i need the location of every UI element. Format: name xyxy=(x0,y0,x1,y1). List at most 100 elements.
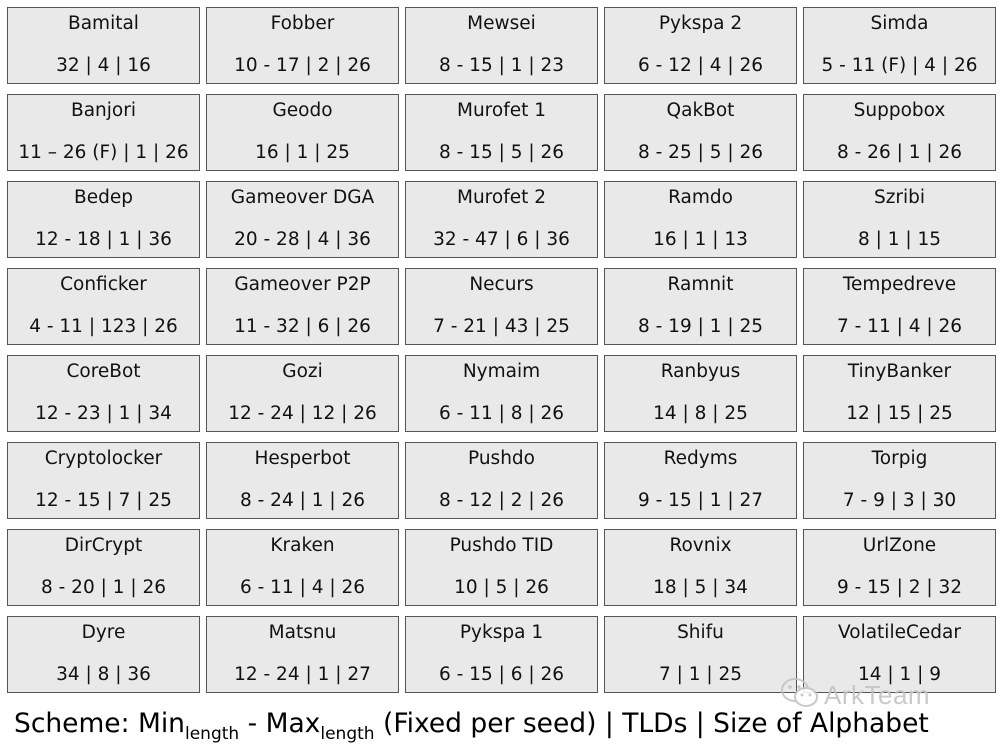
scheme-middle: - Max xyxy=(239,708,321,739)
dga-family-name: Murofet 2 xyxy=(456,187,546,208)
dga-family-cell: VolatileCedar 14 | 1 | 9 xyxy=(803,616,996,693)
dga-family-cell: Dyre 34 | 8 | 36 xyxy=(7,616,200,693)
watermark: ArkTeam xyxy=(780,676,930,714)
dga-family-cell: CoreBot 12 - 23 | 1 | 34 xyxy=(7,355,200,432)
dga-family-name: Nymaim xyxy=(462,361,541,382)
dga-family-cell: Gameover DGA 20 - 28 | 4 | 36 xyxy=(206,181,399,258)
dga-family-cell: Fobber 10 - 17 | 2 | 26 xyxy=(206,7,399,84)
dga-family-cell: Conficker 4 - 11 | 123 | 26 xyxy=(7,268,200,345)
dga-family-cell: Geodo 16 | 1 | 25 xyxy=(206,94,399,171)
dga-family-cell: TinyBanker 12 | 15 | 25 xyxy=(803,355,996,432)
dga-family-params: 14 | 8 | 25 xyxy=(653,403,748,424)
dga-family-cell: Ranbyus 14 | 8 | 25 xyxy=(604,355,797,432)
dga-family-cell: Murofet 1 8 - 15 | 5 | 26 xyxy=(405,94,598,171)
dga-family-params: 6 - 11 | 4 | 26 xyxy=(239,577,366,598)
dga-family-params: 6 - 12 | 4 | 26 xyxy=(637,55,764,76)
dga-family-params: 12 - 23 | 1 | 34 xyxy=(35,403,172,424)
dga-family-cell: Hesperbot 8 - 24 | 1 | 26 xyxy=(206,442,399,519)
dga-family-cell: Matsnu 12 - 24 | 1 | 27 xyxy=(206,616,399,693)
dga-family-name: CoreBot xyxy=(66,361,141,382)
dga-family-name: Gozi xyxy=(282,361,323,382)
dga-family-params: 14 | 1 | 9 xyxy=(857,664,942,685)
dga-family-cell: Pykspa 2 6 - 12 | 4 | 26 xyxy=(604,7,797,84)
dga-family-name: UrlZone xyxy=(862,535,937,556)
dga-family-name: Gameover P2P xyxy=(234,274,371,295)
dga-family-cell: Tempedreve 7 - 11 | 4 | 26 xyxy=(803,268,996,345)
dga-family-name: VolatileCedar xyxy=(838,622,961,643)
dga-family-params: 7 - 11 | 4 | 26 xyxy=(836,316,963,337)
dga-family-name: TinyBanker xyxy=(847,361,952,382)
dga-family-cell: Pushdo TID 10 | 5 | 26 xyxy=(405,529,598,606)
dga-family-params: 10 | 5 | 26 xyxy=(454,577,549,598)
dga-family-params: 8 - 20 | 1 | 26 xyxy=(40,577,167,598)
dga-family-cell: QakBot 8 - 25 | 5 | 26 xyxy=(604,94,797,171)
dga-family-cell: Suppobox 8 - 26 | 1 | 26 xyxy=(803,94,996,171)
dga-family-params: 12 - 24 | 12 | 26 xyxy=(228,403,377,424)
scheme-subscript-min: length xyxy=(184,724,240,744)
dga-family-params: 20 - 28 | 4 | 36 xyxy=(234,229,371,250)
wechat-logo-icon xyxy=(780,676,820,714)
dga-family-params: 32 - 47 | 6 | 36 xyxy=(433,229,570,250)
dga-family-name: Torpig xyxy=(871,448,928,469)
dga-family-params: 5 - 11 (F) | 4 | 26 xyxy=(821,55,978,76)
dga-family-cell: Pushdo 8 - 12 | 2 | 26 xyxy=(405,442,598,519)
dga-family-cell: Shifu 7 | 1 | 25 xyxy=(604,616,797,693)
dga-family-name: Geodo xyxy=(272,100,333,121)
dga-family-name: Cryptolocker xyxy=(44,448,163,469)
dga-family-cell: Necurs 7 - 21 | 43 | 25 xyxy=(405,268,598,345)
dga-family-grid: Bamital 32 | 4 | 16 Fobber 10 - 17 | 2 | 26… xyxy=(7,7,996,693)
dga-family-name: Fobber xyxy=(270,13,335,34)
dga-family-name: Pykspa 1 xyxy=(459,622,544,643)
dga-family-cell: Bedep 12 - 18 | 1 | 36 xyxy=(7,181,200,258)
dga-family-cell: Kraken 6 - 11 | 4 | 26 xyxy=(206,529,399,606)
dga-family-cell: Bamital 32 | 4 | 16 xyxy=(7,7,200,84)
dga-family-cell: Ramdo 16 | 1 | 13 xyxy=(604,181,797,258)
dga-family-cell: Ramnit 8 - 19 | 1 | 25 xyxy=(604,268,797,345)
dga-family-params: 6 - 15 | 6 | 26 xyxy=(438,664,565,685)
dga-family-name: DirCrypt xyxy=(64,535,143,556)
dga-family-params: 18 | 5 | 34 xyxy=(653,577,748,598)
dga-family-name: Simda xyxy=(870,13,929,34)
dga-family-cell: Banjori 11 – 26 (F) | 1 | 26 xyxy=(7,94,200,171)
dga-family-name: Necurs xyxy=(469,274,534,295)
dga-family-params: 34 | 8 | 36 xyxy=(56,664,151,685)
scheme-legend: Scheme: Minlength - Maxlength (Fixed per… xyxy=(14,702,999,746)
dga-family-params: 8 - 15 | 5 | 26 xyxy=(438,142,565,163)
watermark-text: ArkTeam xyxy=(824,679,931,710)
dga-family-name: Shifu xyxy=(677,622,724,643)
dga-family-cell: DirCrypt 8 - 20 | 1 | 26 xyxy=(7,529,200,606)
dga-family-params: 6 - 11 | 8 | 26 xyxy=(438,403,565,424)
dga-family-cell: UrlZone 9 - 15 | 2 | 32 xyxy=(803,529,996,606)
dga-family-cell: Mewsei 8 - 15 | 1 | 23 xyxy=(405,7,598,84)
dga-family-params: 8 - 15 | 1 | 23 xyxy=(438,55,565,76)
dga-family-name: Pushdo xyxy=(468,448,535,469)
dga-family-params: 8 - 26 | 1 | 26 xyxy=(836,142,963,163)
dga-family-cell: Torpig 7 - 9 | 3 | 30 xyxy=(803,442,996,519)
dga-family-name: Kraken xyxy=(270,535,335,556)
dga-family-params: 9 - 15 | 2 | 32 xyxy=(836,577,963,598)
dga-family-cell: Nymaim 6 - 11 | 8 | 26 xyxy=(405,355,598,432)
scheme-suffix: (Fixed per seed) | TLDs | Size of Alphab… xyxy=(374,708,929,739)
dga-family-params: 12 | 15 | 25 xyxy=(846,403,953,424)
dga-family-name: Szribi xyxy=(873,187,926,208)
dga-family-cell: Cryptolocker 12 - 15 | 7 | 25 xyxy=(7,442,200,519)
dga-family-name: QakBot xyxy=(666,100,735,121)
dga-family-cell: Rovnix 18 | 5 | 34 xyxy=(604,529,797,606)
dga-family-cell: Szribi 8 | 1 | 15 xyxy=(803,181,996,258)
dga-family-name: Ranbyus xyxy=(660,361,741,382)
dga-family-name: Hesperbot xyxy=(254,448,351,469)
dga-family-name: Banjori xyxy=(71,100,136,121)
dga-family-params: 8 - 12 | 2 | 26 xyxy=(438,490,565,511)
dga-family-params: 7 - 9 | 3 | 30 xyxy=(842,490,957,511)
dga-family-params: 12 - 24 | 1 | 27 xyxy=(234,664,371,685)
dga-family-name: Pushdo TID xyxy=(449,535,554,556)
dga-family-params: 32 | 4 | 16 xyxy=(56,55,151,76)
dga-family-params: 16 | 1 | 13 xyxy=(653,229,748,250)
dga-family-params: 12 - 15 | 7 | 25 xyxy=(35,490,172,511)
dga-family-cell: Redyms 9 - 15 | 1 | 27 xyxy=(604,442,797,519)
dga-family-name: Ramnit xyxy=(667,274,734,295)
dga-family-cell: Gozi 12 - 24 | 12 | 26 xyxy=(206,355,399,432)
dga-family-name: Gameover DGA xyxy=(230,187,375,208)
dga-family-params: 7 - 21 | 43 | 25 xyxy=(433,316,570,337)
dga-family-name: Mewsei xyxy=(467,13,536,34)
